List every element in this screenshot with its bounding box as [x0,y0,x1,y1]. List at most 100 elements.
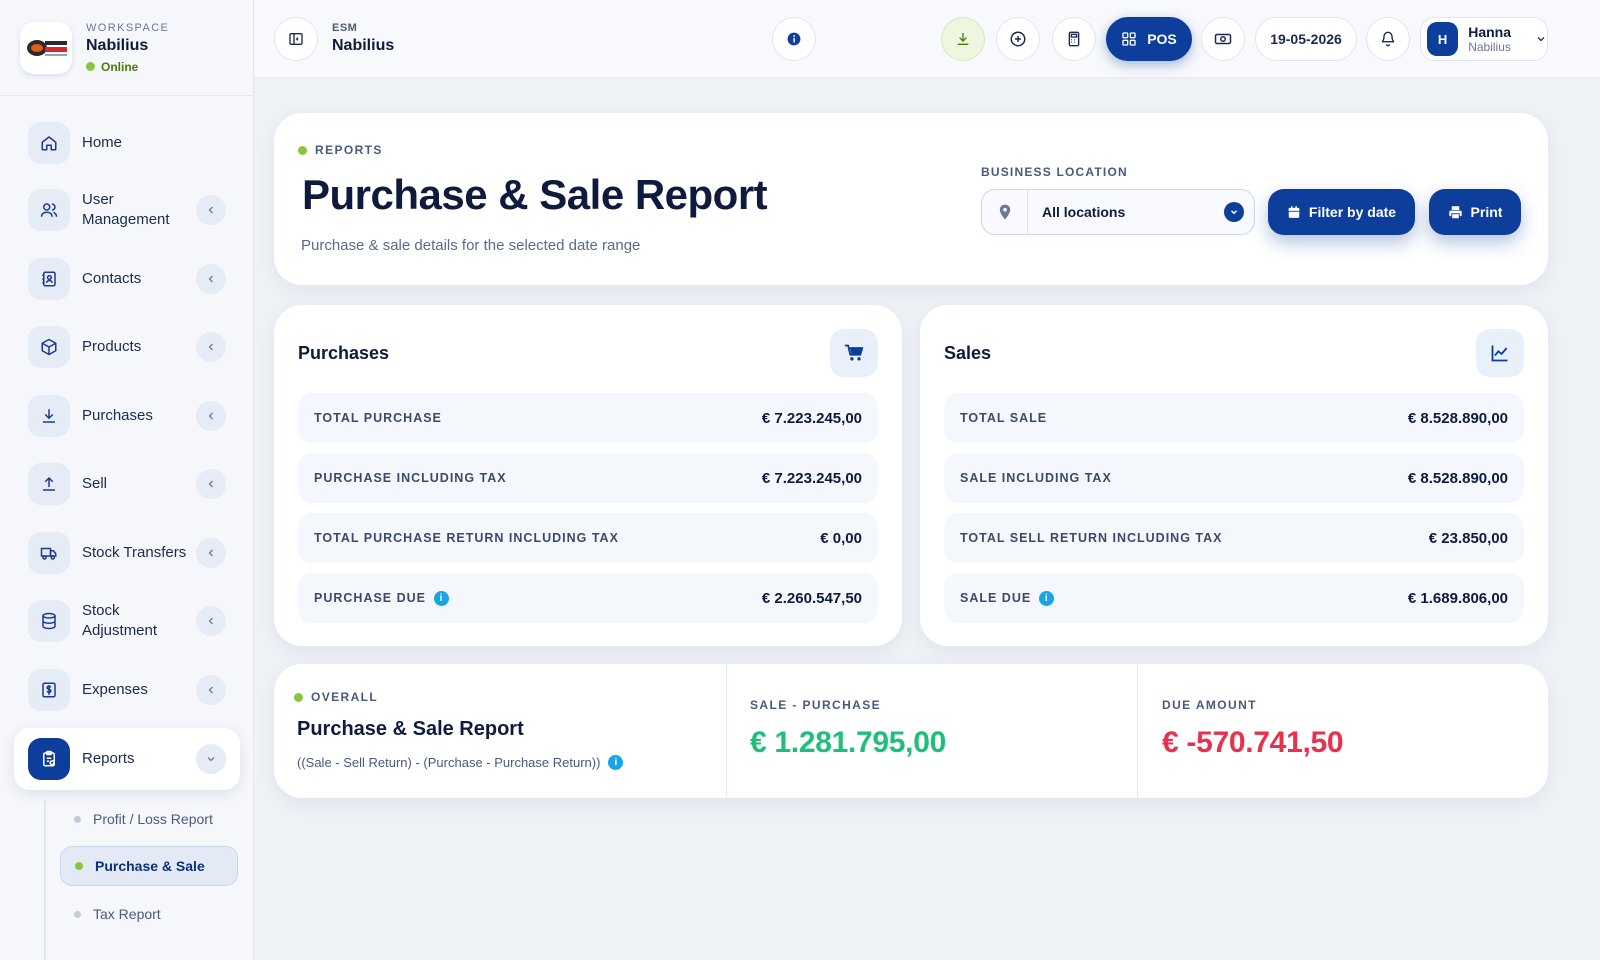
table-row: TOTAL PURCHASE € 7.223.245,00 [298,393,878,443]
chevron-down-icon[interactable] [196,744,226,774]
notifications-button[interactable] [1366,17,1410,61]
purchase-due-label: PURCHASE DUE [314,591,427,605]
location-value: All locations [1042,204,1126,220]
plus-circle-icon [1009,30,1027,48]
filter-by-date-button[interactable]: Filter by date [1268,189,1415,235]
sidebar-item-label: Expenses [82,681,148,698]
cash-icon [1214,30,1232,48]
table-row: TOTAL SELL RETURN INCLUDING TAX € 23.850… [944,513,1524,563]
upload-icon [28,463,70,505]
sale-minus-purchase-label: SALE - PURCHASE [750,698,882,712]
map-pin-icon [982,190,1028,234]
row-label: TOTAL PURCHASE RETURN INCLUDING TAX [314,531,619,545]
sidebar-item-label: User Management [82,191,170,228]
submenu-guide-line [44,800,46,960]
submenu-dot [74,910,81,918]
home-icon [28,122,70,164]
info-button[interactable] [772,17,816,61]
sales-title: Sales [944,343,992,363]
workspace-caption: WORKSPACE [86,21,170,34]
sidebar-toggle-icon [288,31,304,47]
submenu-label: Purchase & Sale [95,858,205,874]
row-label: SALE INCLUDING TAX [960,471,1112,485]
chevron-down-icon [1224,202,1244,222]
sidebar-item-label: Sell [82,475,108,492]
chevron-left-icon[interactable] [196,195,226,225]
purchases-title: Purchases [298,343,390,363]
sidebar-item-stock-adjustment[interactable]: Stock Adjustment [14,590,240,652]
row-label-with-info: SALE DUE i [960,590,1055,606]
chevron-left-icon[interactable] [196,401,226,431]
sidebar-item-purchases[interactable]: Purchases [14,385,240,447]
chevron-down-icon [1535,33,1547,45]
page-title: Purchase & Sale Report [302,171,768,218]
chevron-left-icon[interactable] [196,606,226,636]
download-button[interactable] [941,17,985,61]
table-row: TOTAL PURCHASE RETURN INCLUDING TAX € 0,… [298,513,878,563]
row-value: € 23.850,00 [1428,529,1508,547]
sidebar-item-products[interactable]: Products [14,316,240,378]
calculator-button[interactable] [1052,17,1096,61]
pos-label: POS [1147,31,1177,47]
sidebar-item-label: Reports [82,750,135,767]
database-icon [28,600,70,642]
chevron-left-icon[interactable] [196,469,226,499]
info-icon[interactable]: i [1039,590,1055,606]
sidebar-item-expenses[interactable]: Expenses [14,659,240,721]
submenu-item-purchase-sale[interactable]: Purchase & Sale [60,846,238,886]
chevron-left-icon[interactable] [196,675,226,705]
chevron-left-icon[interactable] [196,332,226,362]
submenu-item-profit-loss[interactable]: Profit / Loss Report [60,799,238,839]
report-header-card: REPORTS Purchase & Sale Report Purchase … [274,113,1548,285]
top-bar: ESM Nabilius POS 19-05-2026 H Hanna Nabi… [254,0,1600,78]
eyebrow-label: REPORTS [315,143,383,157]
shopping-cart-icon[interactable] [830,329,878,377]
row-value: € 0,00 [820,529,862,547]
row-value: € 8.528.890,00 [1407,409,1508,427]
sidebar-item-contacts[interactable]: Contacts [14,248,240,310]
workspace-header: WORKSPACE Nabilius Online [0,0,253,96]
sales-card: Sales TOTAL SALE € 8.528.890,00 SALE INC… [920,305,1548,646]
sidebar-item-label: Products [82,338,142,355]
sidebar-item-sell[interactable]: Sell [14,453,240,515]
sidebar: WORKSPACE Nabilius Online Home User Mana… [0,0,254,960]
submenu-item-tax-report[interactable]: Tax Report [60,894,238,934]
sidebar-item-reports[interactable]: Reports [14,728,240,790]
chevron-left-icon[interactable] [196,264,226,294]
print-button[interactable]: Print [1429,189,1521,235]
date-display[interactable]: 19-05-2026 [1255,17,1357,61]
calculator-icon [1066,31,1082,47]
chevron-left-icon[interactable] [196,538,226,568]
submenu-label: Profit / Loss Report [93,811,213,827]
line-chart-icon[interactable] [1476,329,1524,377]
submenu-dot [75,862,83,870]
cash-register-button[interactable] [1201,17,1245,61]
location-select[interactable]: All locations [981,189,1255,235]
user-menu[interactable]: H Hanna Nabilius [1420,17,1548,61]
user-name: Hanna [1468,24,1511,40]
sidebar-toggle-button[interactable] [274,17,318,61]
formula-text: ((Sale - Sell Return) - (Purchase - Purc… [297,755,601,770]
info-icon[interactable]: i [434,590,450,606]
clipboard-icon [28,738,70,780]
submenu-label: Tax Report [93,906,161,922]
row-label: TOTAL PURCHASE [314,411,442,425]
download-icon [28,395,70,437]
filter-label: Filter by date [1308,204,1397,220]
sidebar-item-label: Contacts [82,270,142,287]
divider [726,664,727,798]
pos-button[interactable]: POS [1106,17,1192,61]
section-eyebrow: REPORTS [298,143,383,157]
context-name: Nabilius [332,37,395,54]
sidebar-item-stock-transfers[interactable]: Stock Transfers [14,522,240,584]
dollar-doc-icon [28,669,70,711]
row-label-with-info: PURCHASE DUE i [314,590,450,606]
sidebar-item-label: Purchases [82,407,153,424]
users-icon [28,189,70,231]
download-icon [955,31,971,47]
workspace-logo[interactable] [20,21,72,74]
info-icon[interactable]: i [608,755,624,770]
sidebar-item-user-management[interactable]: User Management [14,179,240,241]
add-button[interactable] [996,17,1040,61]
sidebar-item-home[interactable]: Home [14,112,240,174]
